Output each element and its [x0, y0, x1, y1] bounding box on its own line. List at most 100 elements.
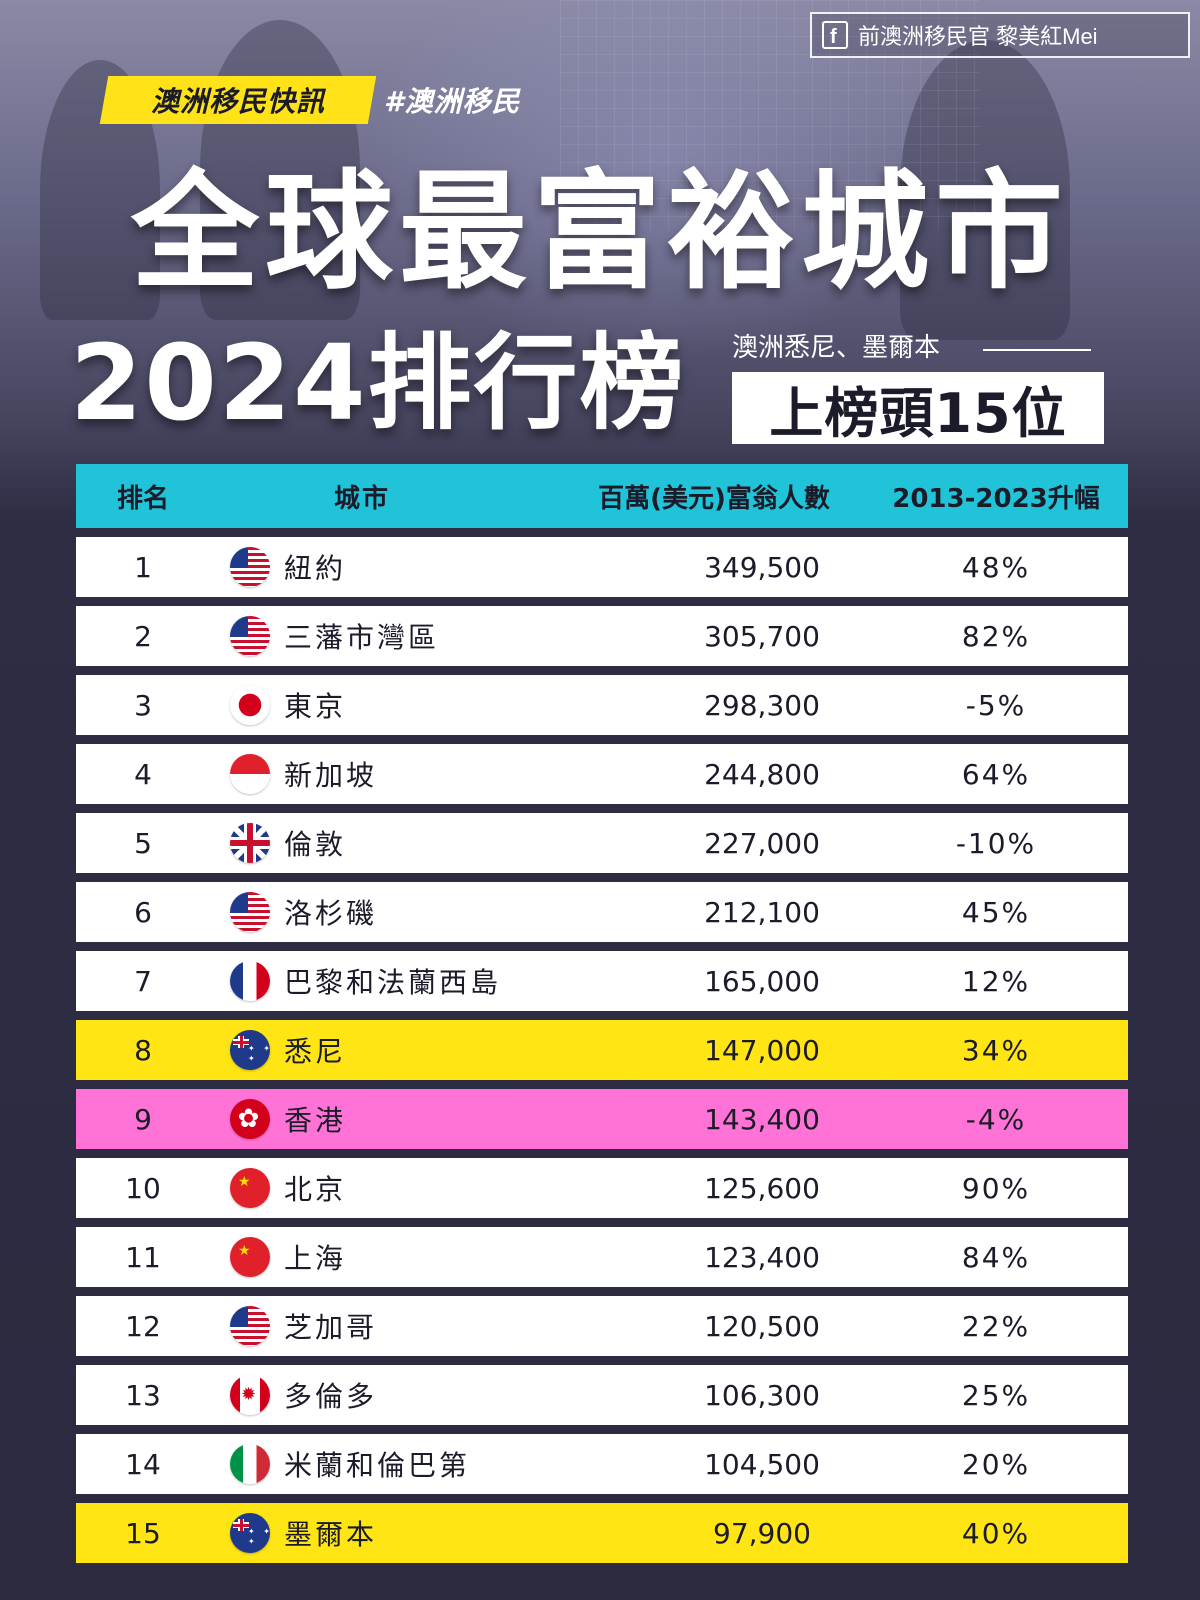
row-city: 芝加哥 [210, 1306, 660, 1346]
row-millionaires: 165,000 [704, 964, 820, 998]
table-header: 排名 城市 百萬(美元)富翁人數 2013-2023升幅 [76, 464, 1128, 528]
row-city: 悉尼 [210, 1030, 660, 1070]
page-subtitle: 2024排行榜 [70, 322, 686, 444]
facebook-page-badge[interactable]: f 前澳洲移民官 黎美紅Mei [810, 12, 1190, 58]
row-city-name: 上海 [284, 1242, 347, 1275]
row-growth: -5% [965, 688, 1027, 722]
row-growth: 25% [961, 1378, 1031, 1412]
table-row: 14 米蘭和倫巴第 104,500 20% [76, 1434, 1128, 1494]
row-growth: 12% [961, 964, 1031, 998]
australia-flag-icon [230, 1513, 270, 1553]
row-rank: 10 [125, 1171, 161, 1205]
uk-flag-icon [230, 823, 270, 863]
japan-flag-icon [230, 685, 270, 725]
row-rank: 2 [134, 619, 152, 653]
row-city: 新加坡 [210, 754, 660, 794]
table-row: 3 東京 298,300 -5% [76, 675, 1128, 735]
row-city: 倫敦 [210, 823, 660, 863]
us-flag-icon [230, 1306, 270, 1346]
callout-divider [983, 349, 1091, 351]
callout-main-text: 上榜頭15位 [769, 381, 1067, 445]
row-rank: 11 [125, 1240, 161, 1274]
row-city: 巴黎和法蘭西島 [210, 961, 660, 1001]
row-city: 多倫多 [210, 1375, 660, 1415]
australia-flag-icon [230, 1030, 270, 1070]
row-millionaires: 123,400 [704, 1240, 820, 1274]
row-growth: 48% [961, 550, 1031, 584]
table-row: 11 上海 123,400 84% [76, 1227, 1128, 1287]
page-title: 全球最富裕城市 [130, 158, 1069, 307]
row-millionaires: 227,000 [704, 826, 820, 860]
table-row: 10 北京 125,600 90% [76, 1158, 1128, 1218]
table-row: 8 悉尼 147,000 34% [76, 1020, 1128, 1080]
row-city: 洛杉磯 [210, 892, 660, 932]
row-city-name: 洛杉磯 [284, 897, 378, 930]
row-city-name: 多倫多 [284, 1380, 378, 1413]
row-growth: -4% [965, 1102, 1027, 1136]
row-growth: 40% [961, 1516, 1031, 1550]
row-millionaires: 212,100 [704, 895, 820, 929]
row-millionaires: 298,300 [704, 688, 820, 722]
header-growth: 2013-2023升幅 [892, 483, 1100, 514]
row-rank: 9 [134, 1102, 152, 1136]
row-millionaires: 104,500 [704, 1447, 820, 1481]
row-city: 香港 [210, 1099, 660, 1139]
row-growth: -10% [955, 826, 1037, 860]
hong-kong-flag-icon [230, 1099, 270, 1139]
row-growth: 84% [961, 1240, 1031, 1274]
row-rank: 13 [125, 1378, 161, 1412]
row-growth: 22% [961, 1309, 1031, 1343]
row-rank: 14 [125, 1447, 161, 1481]
row-city-name: 巴黎和法蘭西島 [284, 966, 502, 999]
row-city: 米蘭和倫巴第 [210, 1444, 660, 1484]
canada-flag-icon [230, 1375, 270, 1415]
row-city-name: 墨爾本 [284, 1518, 378, 1551]
row-growth: 45% [961, 895, 1031, 929]
row-city: 三藩市灣區 [210, 616, 660, 656]
row-growth: 34% [961, 1033, 1031, 1067]
row-city-name: 芝加哥 [284, 1311, 378, 1344]
row-rank: 15 [125, 1516, 161, 1550]
singapore-flag-icon [230, 754, 270, 794]
row-rank: 3 [134, 688, 152, 722]
row-growth: 20% [961, 1447, 1031, 1481]
row-millionaires: 143,400 [704, 1102, 820, 1136]
table-row: 2 三藩市灣區 305,700 82% [76, 606, 1128, 666]
background-grid-pattern [560, 0, 980, 230]
table-row: 13 多倫多 106,300 25% [76, 1365, 1128, 1425]
us-flag-icon [230, 892, 270, 932]
row-millionaires: 120,500 [704, 1309, 820, 1343]
row-rank: 1 [134, 550, 152, 584]
background-silhouette [900, 40, 1070, 340]
table-row: 4 新加坡 244,800 64% [76, 744, 1128, 804]
table-row: 1 紐約 349,500 48% [76, 537, 1128, 597]
row-millionaires: 305,700 [704, 619, 820, 653]
table-row: 9 香港 143,400 -4% [76, 1089, 1128, 1149]
us-flag-icon [230, 547, 270, 587]
row-city-name: 米蘭和倫巴第 [284, 1449, 471, 1482]
row-rank: 7 [134, 964, 152, 998]
row-rank: 8 [134, 1033, 152, 1067]
header-rank: 排名 [116, 483, 169, 514]
row-millionaires: 147,000 [704, 1033, 820, 1067]
row-city: 墨爾本 [210, 1513, 660, 1553]
row-millionaires: 244,800 [704, 757, 820, 791]
row-city: 北京 [210, 1168, 660, 1208]
row-growth: 64% [961, 757, 1031, 791]
row-millionaires: 106,300 [704, 1378, 820, 1412]
news-tag: 澳洲移民快訊 [99, 76, 377, 124]
row-millionaires: 97,900 [713, 1516, 811, 1550]
row-growth: 90% [961, 1171, 1031, 1205]
italy-flag-icon [230, 1444, 270, 1484]
facebook-page-name: 前澳洲移民官 黎美紅Mei [858, 24, 1098, 49]
china-flag-icon [230, 1168, 270, 1208]
callout-box: 上榜頭15位 [732, 372, 1104, 445]
row-city: 上海 [210, 1237, 660, 1277]
header-millionaires: 百萬(美元)富翁人數 [598, 483, 830, 514]
us-flag-icon [230, 616, 270, 656]
hashtag[interactable]: #澳洲移民 [384, 85, 521, 118]
row-city-name: 悉尼 [284, 1035, 347, 1068]
row-city-name: 香港 [284, 1104, 347, 1137]
row-growth: 82% [961, 619, 1031, 653]
callout-subtext: 澳洲悉尼、墨爾本 [732, 333, 941, 363]
